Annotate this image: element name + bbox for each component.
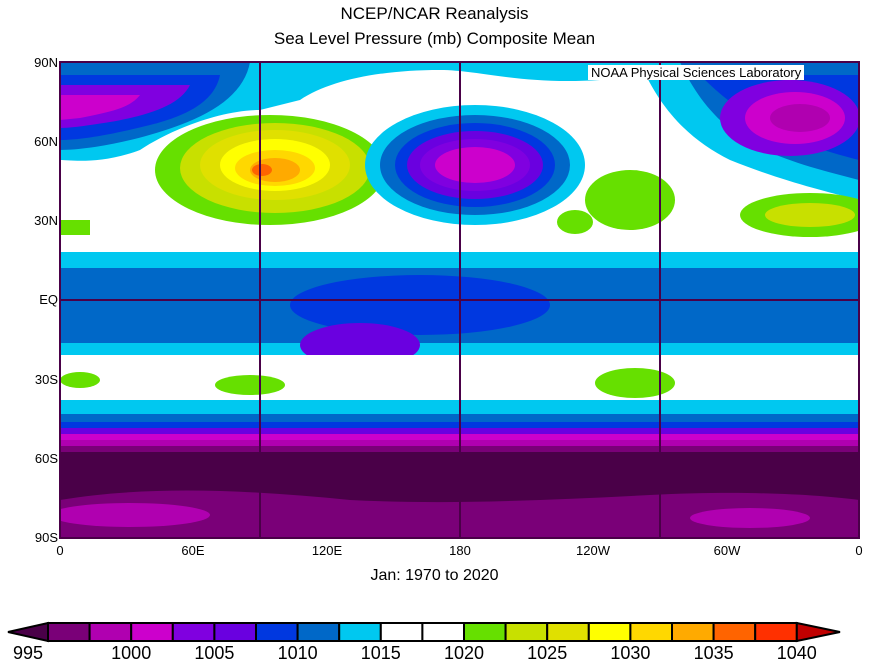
colorbar-box — [546, 622, 590, 642]
colorbar-label: 1015 — [360, 643, 401, 663]
lon-label-180: 180 — [449, 543, 471, 558]
colorbar-box — [754, 622, 798, 642]
colorbar-box — [338, 622, 382, 642]
colorbar-box — [379, 622, 424, 642]
colorbar-label: 1030 — [610, 643, 651, 663]
colorbar-box — [255, 622, 299, 642]
lat-label-60n: 60N — [34, 134, 58, 149]
colorbar — [7, 621, 841, 643]
lon-label-120e: 120E — [311, 543, 343, 558]
colorbar-box — [629, 622, 674, 642]
colorbar-box — [296, 622, 341, 642]
lon-label-120w: 120W — [576, 543, 610, 558]
lat-label-90s: 90S — [34, 530, 58, 545]
lon-label-60w: 60W — [713, 543, 741, 558]
colorbar-below-triangle — [7, 621, 49, 643]
colorbar-label: 1040 — [776, 643, 817, 663]
colorbar-label: 1025 — [527, 643, 568, 663]
colorbar-label: 1020 — [443, 643, 485, 663]
lat-label-60s: 60S — [34, 451, 58, 466]
colorbar-box — [171, 622, 216, 642]
lat-label-eq: EQ — [39, 292, 58, 307]
lat-label-30n: 30N — [34, 213, 58, 228]
colorbar-box — [504, 622, 549, 642]
colorbar-box — [671, 622, 715, 642]
colorbar-box — [130, 622, 174, 642]
colorbar-box — [463, 622, 507, 642]
colorbar-box — [587, 622, 632, 642]
colorbar-box — [213, 622, 257, 642]
lat-label-30s: 30S — [34, 372, 58, 387]
period-label: Jan: 1970 to 2020 — [370, 567, 499, 584]
colorbar-box — [712, 622, 757, 642]
colorbar-label: 1010 — [277, 643, 318, 663]
lat-label-90n: 90N — [34, 55, 58, 70]
colorbar-box — [88, 622, 133, 642]
colorbar-label: 995 — [12, 643, 44, 663]
title-line-1: NCEP/NCAR Reanalysis — [340, 4, 529, 23]
lon-label-0-east: 0 — [855, 543, 863, 558]
colorbar-above-triangle — [795, 621, 841, 643]
colorbar-label: 1000 — [111, 643, 152, 663]
colorbar-label: 1005 — [194, 643, 235, 663]
colorbar-box — [421, 622, 465, 642]
title-line-2: Sea Level Pressure (mb) Composite Mean — [273, 29, 596, 48]
lon-label-60e: 60E — [181, 543, 205, 558]
lon-label-0: 0 — [56, 543, 64, 558]
colorbar-label: 1035 — [693, 643, 734, 663]
watermark: NOAA Physical Sciences Laboratory — [588, 65, 805, 80]
colorbar-box — [47, 622, 91, 642]
